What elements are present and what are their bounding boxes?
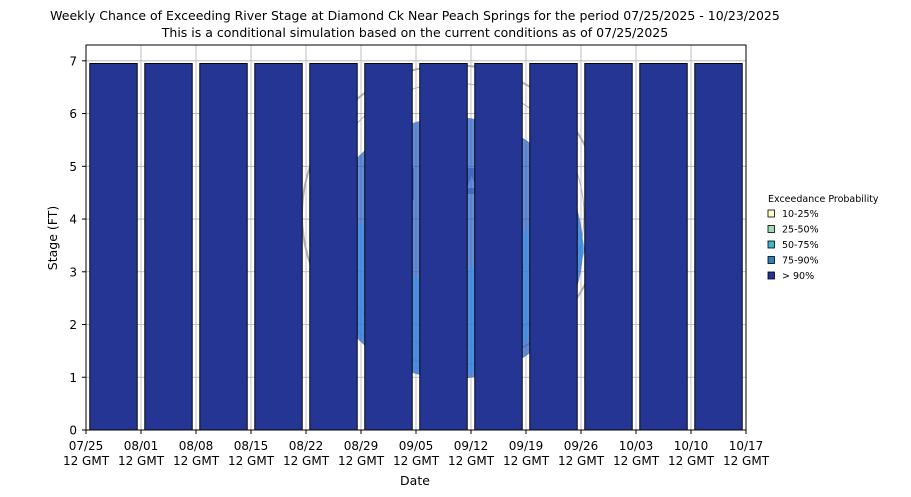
x-tick-date: 08/29 [344,439,379,453]
x-tick-time: 12 GMT [228,454,275,468]
bar-90-week-7 [419,63,468,431]
x-tick-date: 09/19 [509,439,544,453]
bar-90-week-4 [254,63,303,431]
bar-90-week-6 [364,63,413,431]
legend-swatch [767,209,775,218]
x-tick-date: 09/26 [564,439,599,453]
x-tick-date: 09/05 [399,439,434,453]
x-tick-date: 10/03 [619,439,654,453]
bar-90-week-5 [309,63,358,431]
bar-90-week-12 [694,63,743,431]
x-tick-date: 09/12 [454,439,489,453]
x-tick-time: 12 GMT [613,454,660,468]
x-tick-time: 12 GMT [503,454,550,468]
x-tick-time: 12 GMT [63,454,110,468]
legend-label: > 90% [782,271,814,282]
legend-label: 50-75% [782,240,819,251]
legend-swatch [767,256,775,264]
legend-swatch [767,225,775,233]
y-tick-label: 6 [69,107,77,121]
x-tick-time: 12 GMT [448,454,495,468]
x-tick-time: 12 GMT [393,454,440,468]
legend-swatch [767,240,775,249]
x-tick-date: 10/17 [729,439,764,453]
bar-90-week-3 [199,63,248,431]
y-axis-label: Stage (FT) [45,206,60,270]
x-tick-date: 08/08 [179,439,214,453]
x-tick-time: 12 GMT [723,454,770,468]
bar-90-week-2 [144,63,193,431]
x-tick-date: 08/22 [289,439,324,453]
y-tick-label: 1 [69,371,77,385]
bar-90-week-10 [584,63,633,431]
x-tick-time: 12 GMT [668,454,715,468]
x-tick-time: 12 GMT [338,454,385,468]
x-tick-date: 10/10 [674,439,709,453]
y-tick-label: 0 [69,424,77,438]
x-tick-time: 12 GMT [118,454,165,468]
y-tick-label: 3 [69,265,77,279]
legend-title: Exceedance Probability [768,194,879,205]
y-tick-label: 5 [69,160,77,174]
x-tick-time: 12 GMT [283,454,330,468]
bar-90-week-11 [639,63,688,431]
legend: Exceedance Probability 10-25% 25-50% 50-75… [767,194,879,282]
x-tick-date: 08/15 [234,439,269,453]
bar-90-week-8 [474,63,523,431]
legend-swatch [767,271,775,280]
x-tick-date: 08/01 [124,439,159,453]
x-tick-date: 07/25 [69,439,104,453]
y-tick-label: 4 [69,213,77,227]
x-axis-label: Date [400,473,430,488]
bars [89,63,743,431]
chart-subtitle: This is a conditional simulation based o… [161,25,668,40]
chart-title: Weekly Chance of Exceeding River Stage a… [50,8,780,23]
x-tick-time: 12 GMT [558,454,605,468]
legend-label: 25-50% [782,225,819,236]
y-tick-label: 7 [69,54,77,68]
y-tick-label: 2 [69,318,77,332]
bar-90-week-1 [89,63,138,431]
legend-label: 75-90% [782,256,819,267]
bar-90-week-9 [529,63,578,431]
x-tick-time: 12 GMT [173,454,220,468]
legend-label: 10-25% [782,209,819,220]
y-axis: 0 1 2 3 4 5 6 7 [69,54,86,438]
